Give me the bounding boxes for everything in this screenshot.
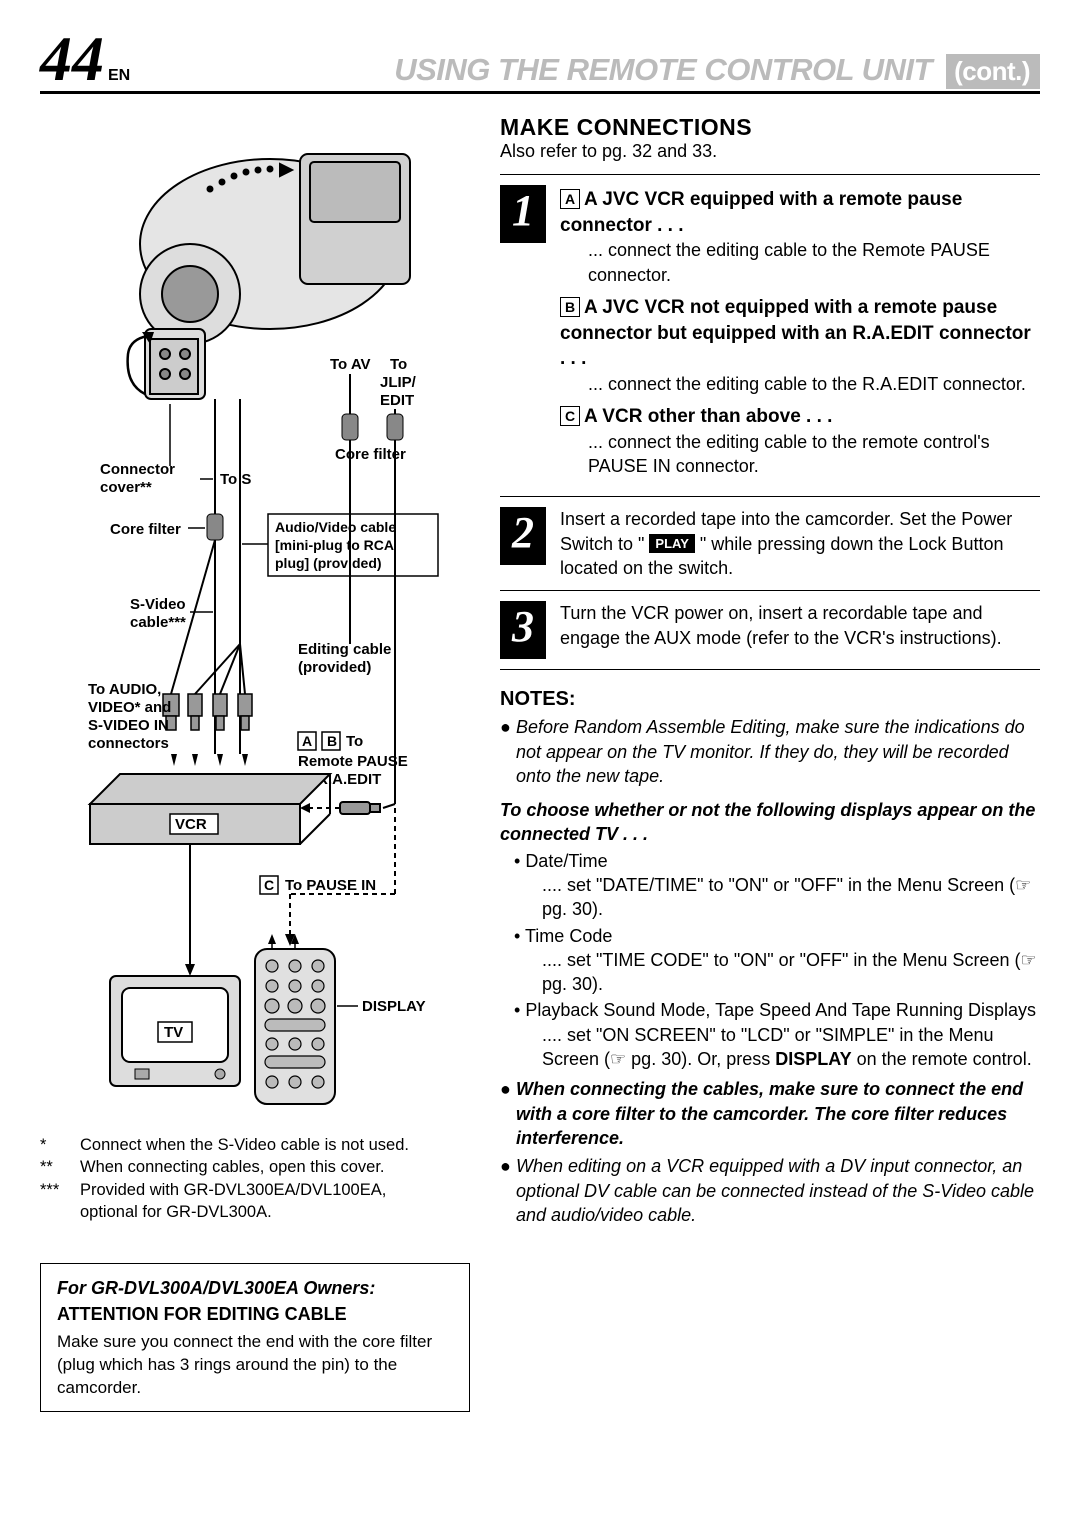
attention-box: For GR-DVL300A/DVL300EA Owners: ATTENTIO… — [40, 1263, 470, 1412]
fn3-text: Provided with GR-DVL300EA/DVL100EA,optio… — [80, 1179, 386, 1224]
note-playback: • Playback Sound Mode, Tape Speed And Ta… — [514, 998, 1040, 1071]
notes-subhead: To choose whether or not the following d… — [500, 798, 1040, 847]
fn1-text: Connect when the S-Video cable is not us… — [80, 1134, 409, 1156]
note-datetime: • Date/Time .... set "DATE/TIME" to "ON"… — [514, 849, 1040, 922]
label-to-jlip-1: To — [390, 356, 407, 373]
label-av-cable-2: [mini-plug to RCA — [275, 537, 394, 553]
label-to-jlip-3: EDIT — [380, 392, 414, 409]
label-opt-b: B — [327, 733, 337, 749]
hand-icon: ☞ — [1015, 875, 1031, 895]
hand-icon: ☞ — [1020, 950, 1036, 970]
label-to-jlip-2: JLIP/ — [380, 374, 417, 391]
step-1-number: 1 — [500, 185, 546, 243]
label-to-audio-1: To AUDIO, — [88, 681, 161, 698]
connection-diagram: To AV To JLIP/ EDIT Core filter Connecto… — [40, 114, 470, 1124]
step1-a-head: A JVC VCR equipped with a remote pause c… — [560, 189, 962, 236]
label-connector-cover-2: cover** — [100, 479, 152, 496]
page-number: 44 — [40, 30, 104, 88]
hand-icon: ☞ — [610, 1049, 626, 1069]
label-remote-pause-1: Remote PAUSE — [298, 753, 408, 770]
label-svideo-2: cable*** — [130, 614, 186, 631]
note-3: When editing on a VCR equipped with a DV… — [516, 1154, 1040, 1227]
step1-b-label: B — [560, 297, 580, 317]
step-2-number: 2 — [500, 507, 546, 565]
label-core-filter-left: Core filter — [110, 521, 181, 538]
label-editing-2: (provided) — [298, 659, 371, 676]
label-connector-cover-1: Connector — [100, 461, 175, 478]
label-to-audio-2: VIDEO* and — [88, 699, 171, 716]
page-header: 44 EN USING THE REMOTE CONTROL UNIT (con… — [40, 30, 1040, 94]
label-to-s: To S — [220, 471, 251, 488]
language-code: EN — [108, 67, 130, 85]
label-remote-to: To — [346, 733, 363, 750]
step1-a-label: A — [560, 189, 580, 209]
make-connections-title: MAKE CONNECTIONS — [500, 114, 1040, 141]
title-cont: (cont.) — [946, 54, 1040, 89]
step1-c-head: A VCR other than above . . . — [584, 406, 832, 427]
step-3-body: Turn the VCR power on, insert a recordab… — [560, 601, 1040, 659]
label-tv: TV — [164, 1024, 183, 1041]
step1-c-body: ... connect the editing cable to the rem… — [588, 430, 1040, 479]
label-svideo-1: S-Video — [130, 596, 186, 613]
attention-owners: For GR-DVL300A/DVL300EA Owners: — [57, 1276, 453, 1300]
fn2-text: When connecting cables, open this cover. — [80, 1156, 385, 1178]
label-editing-1: Editing cable — [298, 641, 391, 658]
label-vcr: VCR — [175, 816, 207, 833]
page-title: USING THE REMOTE CONTROL UNIT (cont.) — [170, 52, 1040, 89]
label-to-av: To AV — [330, 356, 371, 373]
step1-b-body: ... connect the editing cable to the R.A… — [588, 372, 1040, 396]
attention-title: ATTENTION FOR EDITING CABLE — [57, 1302, 453, 1326]
notes-title: NOTES: — [500, 688, 1040, 711]
fn3-mark: *** — [40, 1179, 80, 1224]
step-2: 2 Insert a recorded tape into the camcor… — [500, 496, 1040, 590]
step1-b-head: A JVC VCR not equipped with a remote pau… — [560, 297, 1031, 369]
play-chip: PLAY — [649, 534, 694, 554]
label-opt-c: C — [264, 877, 274, 893]
label-av-cable-3: plug] (provided) — [275, 555, 382, 571]
right-column: MAKE CONNECTIONS Also refer to pg. 32 an… — [500, 114, 1040, 1412]
step1-a-body: ... connect the editing cable to the Rem… — [588, 238, 1040, 287]
notes-list: ●Before Random Assemble Editing, make su… — [500, 715, 1040, 1227]
step-3: 3 Turn the VCR power on, insert a record… — [500, 590, 1040, 670]
step-2-body: Insert a recorded tape into the camcorde… — [560, 507, 1040, 580]
note-1: Before Random Assemble Editing, make sur… — [516, 715, 1040, 788]
make-connections-subref: Also refer to pg. 32 and 33. — [500, 141, 1040, 162]
step-1: 1 AA JVC VCR equipped with a remote paus… — [500, 174, 1040, 496]
attention-body: Make sure you connect the end with the c… — [57, 1331, 453, 1400]
note-2: When connecting the cables, make sure to… — [516, 1077, 1040, 1150]
label-to-audio-3: S-VIDEO IN — [88, 717, 169, 734]
label-to-pause-in: To PAUSE IN — [285, 877, 376, 894]
label-display: DISPLAY — [362, 998, 426, 1015]
fn2-mark: ** — [40, 1156, 80, 1178]
step-3-number: 3 — [500, 601, 546, 659]
label-opt-a: A — [302, 733, 312, 749]
footnotes: *Connect when the S-Video cable is not u… — [40, 1134, 470, 1223]
note-timecode: • Time Code .... set "TIME CODE" to "ON"… — [514, 924, 1040, 997]
step1-c-label: C — [560, 406, 580, 426]
fn1-mark: * — [40, 1134, 80, 1156]
title-main: USING THE REMOTE CONTROL UNIT — [394, 52, 932, 87]
label-av-cable-1: Audio/Video cable — [275, 519, 396, 535]
label-to-audio-4: connectors — [88, 735, 169, 752]
left-column: To AV To JLIP/ EDIT Core filter Connecto… — [40, 114, 470, 1412]
